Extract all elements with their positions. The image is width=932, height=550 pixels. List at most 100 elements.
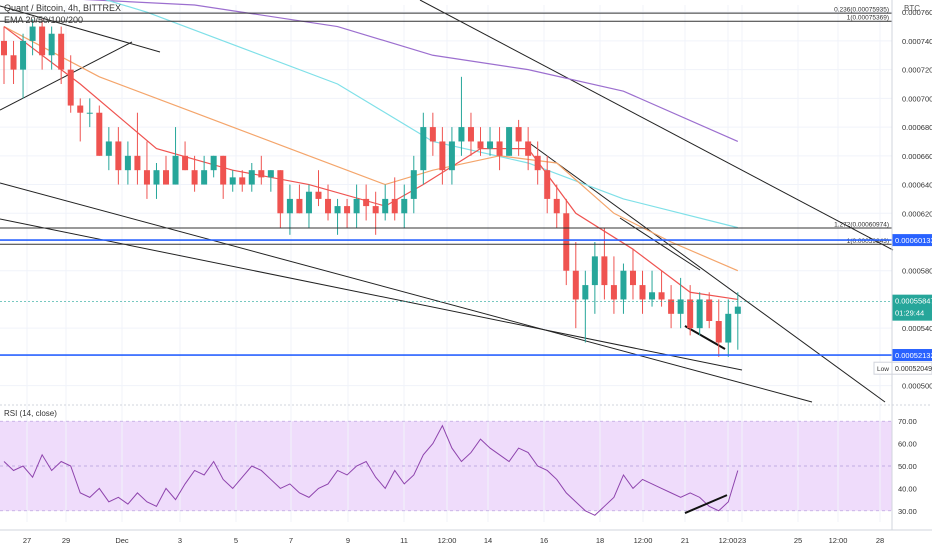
candle-body xyxy=(210,155,217,171)
candle-body xyxy=(115,141,122,171)
candle-body xyxy=(305,191,312,214)
ema50-line xyxy=(3,26,739,272)
candle-body xyxy=(163,170,170,185)
candle-body xyxy=(124,155,131,171)
candle-body xyxy=(496,141,503,156)
candle-body xyxy=(563,213,570,271)
candle-body xyxy=(29,26,36,41)
price-tick-label: 0.00072000 xyxy=(902,66,932,75)
rsi-tick-label: 70.00 xyxy=(898,417,917,426)
level-value: 0.00052132 xyxy=(895,351,932,360)
price-tick-label: 0.00076000 xyxy=(902,8,932,17)
candle-body xyxy=(315,191,322,199)
candle-body xyxy=(277,170,284,214)
candle-body xyxy=(601,256,608,286)
price-tick-label: 0.00064000 xyxy=(902,181,932,190)
low-label: Low xyxy=(877,366,889,373)
candle-body xyxy=(229,177,236,185)
candle-body xyxy=(420,127,427,171)
current-price-tag xyxy=(892,294,932,321)
candle-body xyxy=(687,299,694,329)
price-tick-label: 0.00062000 xyxy=(902,209,932,218)
time-tick-label: 25 xyxy=(794,536,802,545)
candle-body xyxy=(96,112,103,156)
level-tag xyxy=(892,234,932,247)
candle-body xyxy=(649,292,656,300)
candle-body xyxy=(458,127,465,142)
candle-body xyxy=(77,105,84,113)
time-tick-label: 3 xyxy=(178,536,182,545)
rsi-tick-label: 50.00 xyxy=(898,462,917,471)
rsi-tick-label: 40.00 xyxy=(898,484,917,493)
price-tick-label: 0.00070000 xyxy=(902,94,932,103)
fib-label: 1.272(0.00060974) xyxy=(834,222,889,229)
time-tick-label: 11 xyxy=(400,536,408,545)
candle-body xyxy=(239,177,246,185)
time-tick-label: 14 xyxy=(484,536,492,545)
candle-body xyxy=(353,198,360,214)
trendline xyxy=(0,41,133,111)
candle-body xyxy=(553,198,560,214)
price-tick-label: 0.00050000 xyxy=(902,382,932,391)
level-value: 0.00060133 xyxy=(895,236,932,245)
candle-body xyxy=(725,313,732,343)
time-tick-label: 12:00 xyxy=(719,536,738,545)
candle-body xyxy=(525,141,532,156)
candle-body xyxy=(506,127,513,156)
rsi-tick-label: 60.00 xyxy=(898,440,917,449)
price-tick-label: 0.00066000 xyxy=(902,152,932,161)
candle-body xyxy=(620,270,627,300)
low-value: 0.00052049 xyxy=(895,366,932,373)
horizontal-levels: 0.236(0.00075935)1(0.00075369) 1.272(0.00… xyxy=(0,7,932,375)
candle-body xyxy=(467,127,474,142)
grid-lines xyxy=(0,5,892,522)
candle-body xyxy=(248,170,255,185)
candle-body xyxy=(658,292,665,300)
trendline xyxy=(0,5,161,53)
candle-body xyxy=(220,155,227,185)
rsi-line xyxy=(3,424,739,516)
candle-body xyxy=(1,40,7,56)
ema100-line xyxy=(104,0,738,229)
candle-body xyxy=(706,299,713,321)
candle-body xyxy=(143,170,150,185)
price-tick-label: 0.00054000 xyxy=(902,324,932,333)
time-tick-label: 7 xyxy=(289,536,293,545)
candle-body xyxy=(715,321,722,343)
candle-body xyxy=(572,270,579,300)
candle-body xyxy=(544,170,551,199)
symbol-title: Quant / Bitcoin, 4h, BITTREX xyxy=(4,3,121,13)
candle-body xyxy=(410,170,417,199)
candle-body xyxy=(448,141,455,171)
time-tick-label: 21 xyxy=(681,536,689,545)
time-tick-label: 12:00 xyxy=(829,536,848,545)
candle-body xyxy=(515,127,522,142)
fib-label: 0.236(0.00075935) xyxy=(834,7,889,14)
countdown-value: 01:29:44 xyxy=(895,309,924,318)
candle-body xyxy=(153,170,160,185)
time-tick-label: 27 xyxy=(23,536,31,545)
candle-body xyxy=(372,206,379,214)
candle-body xyxy=(487,141,494,149)
time-tick-label: 23 xyxy=(738,536,746,545)
candle-body xyxy=(10,55,17,70)
candle-body xyxy=(696,299,703,329)
candle-body xyxy=(172,155,179,185)
candle-body xyxy=(258,170,265,178)
candle-body xyxy=(391,198,398,214)
candle-body xyxy=(534,155,541,171)
candle-body xyxy=(39,26,46,56)
candle-body xyxy=(48,33,55,56)
candle-body xyxy=(20,40,27,70)
time-tick-label: 29 xyxy=(62,536,70,545)
low-tag xyxy=(873,361,932,375)
time-tick-label: 16 xyxy=(540,536,548,545)
candle-body xyxy=(439,141,446,171)
candle-body xyxy=(477,141,484,149)
candle-body xyxy=(105,141,112,156)
time-tick-label: 12:00 xyxy=(438,536,457,545)
candle-body xyxy=(134,155,141,171)
current-price-value: 0.00055847 xyxy=(895,297,932,306)
candle-body xyxy=(334,206,341,214)
